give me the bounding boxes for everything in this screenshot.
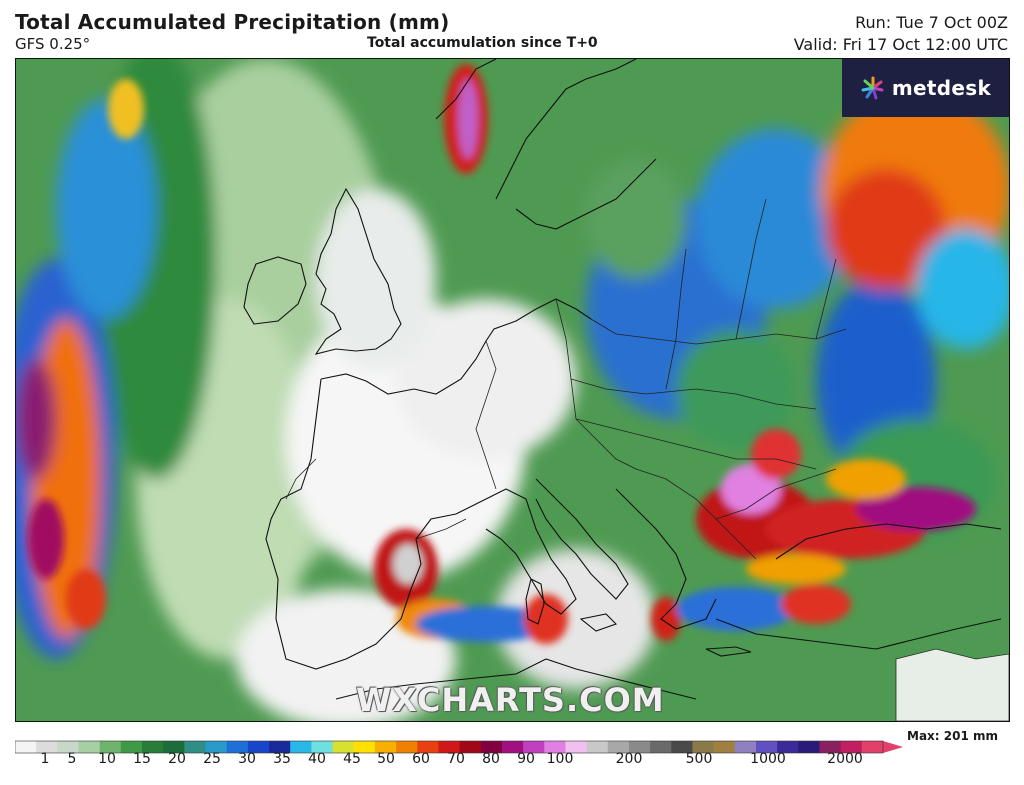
chart-title: Total Accumulated Precipitation (mm) — [15, 10, 450, 34]
colorbar-max-label: Max: 201 mm — [907, 729, 998, 743]
colorbar-tick-label: 5 — [67, 751, 77, 767]
colorbar-swatch — [120, 741, 143, 753]
colorbar-swatch — [628, 741, 651, 753]
colorbar-swatch — [459, 741, 482, 753]
colorbar-extend-arrow — [883, 741, 903, 753]
colorbar-tick-label: 1000 — [750, 751, 786, 767]
colorbar-tick-label: 100 — [546, 751, 574, 767]
colorbar-swatch — [713, 741, 736, 753]
colorbar-swatch — [226, 741, 249, 753]
colorbar-swatch — [332, 741, 355, 753]
colorbar-tick-label: 15 — [133, 751, 151, 767]
country-borders — [285, 198, 847, 560]
colorbar-tick-label: 25 — [203, 751, 221, 767]
turkey-land — [895, 648, 1009, 721]
colorbar-swatch — [480, 741, 503, 753]
colorbar-swatch — [523, 741, 545, 753]
colorbar — [15, 740, 903, 754]
map-canvas — [16, 59, 1009, 721]
colorbar-swatch — [438, 741, 461, 753]
colorbar-swatch — [650, 741, 672, 753]
colorbar-tick-label: 200 — [615, 751, 643, 767]
metdesk-flower-icon — [861, 76, 884, 100]
colorbar-swatch — [396, 741, 418, 753]
colorbar-tick-label: 30 — [238, 751, 256, 767]
colorbar-swatch — [353, 741, 376, 753]
colorbar-tick-label: 45 — [343, 751, 361, 767]
model-label: GFS 0.25° — [15, 35, 91, 53]
colorbar-swatch — [544, 741, 566, 753]
run-time: Run: Tue 7 Oct 00Z — [855, 13, 1008, 32]
colorbar-swatch — [798, 741, 820, 753]
colorbar-swatch — [565, 741, 588, 753]
colorbar-tick-label: 40 — [308, 751, 326, 767]
colorbar-swatch — [607, 741, 630, 753]
colorbar-swatch — [311, 741, 334, 753]
colorbar-swatch — [840, 741, 863, 753]
colorbar-tick-label: 35 — [273, 751, 291, 767]
colorbar-swatch — [15, 741, 37, 753]
colorbar-swatch — [142, 741, 164, 753]
precip-field-broad — [16, 59, 1009, 721]
colorbar-swatch — [861, 741, 884, 753]
colorbar-tick-label: 60 — [412, 751, 430, 767]
colorbar-swatch — [755, 741, 778, 753]
colorbar-swatch — [36, 741, 58, 753]
metdesk-logo: metdesk — [842, 59, 1009, 117]
coastlines — [243, 59, 1002, 700]
colorbar-swatch — [269, 741, 291, 753]
colorbar-swatch — [163, 741, 185, 753]
colorbar-swatch — [99, 741, 122, 753]
colorbar-swatch — [819, 741, 842, 753]
colorbar-tick-label: 80 — [482, 751, 500, 767]
colorbar-tick-label: 20 — [168, 751, 186, 767]
colorbar-tick-label: 500 — [685, 751, 713, 767]
colorbar-border — [15, 740, 884, 754]
colorbar-swatch — [586, 741, 609, 753]
colorbar-tick-label: 2000 — [827, 751, 863, 767]
colorbar-swatch — [671, 741, 693, 753]
colorbar-swatch — [374, 741, 397, 753]
colorbar-swatch — [777, 741, 799, 753]
colorbar-swatch — [184, 741, 207, 753]
colorbar-swatch — [692, 741, 715, 753]
colorbar-swatch — [57, 741, 80, 753]
colorbar-tick-label: 50 — [377, 751, 395, 767]
metdesk-logo-text: metdesk — [891, 76, 992, 100]
colorbar-swatch — [734, 741, 757, 753]
colorbar-swatch — [247, 741, 270, 753]
colorbar-swatch — [78, 741, 101, 753]
colorbar-tick-label: 10 — [98, 751, 116, 767]
colorbar-swatch — [417, 741, 439, 753]
valid-time: Valid: Fri 17 Oct 12:00 UTC — [793, 35, 1008, 54]
colorbar-tick-label: 70 — [447, 751, 465, 767]
colorbar-swatch — [501, 741, 524, 753]
colorbar-tick-label: 90 — [517, 751, 535, 767]
colorbar-tick-label: 1 — [40, 751, 50, 767]
colorbar-swatch — [205, 741, 228, 753]
colorbar-swatch — [290, 741, 312, 753]
precip-field-detail — [28, 64, 976, 644]
precipitation-map: metdesk WXCHARTS.COM — [15, 58, 1010, 722]
chart-subtitle: Total accumulation since T+0 — [367, 35, 598, 51]
wxcharts-watermark: WXCHARTS.COM — [356, 681, 665, 719]
